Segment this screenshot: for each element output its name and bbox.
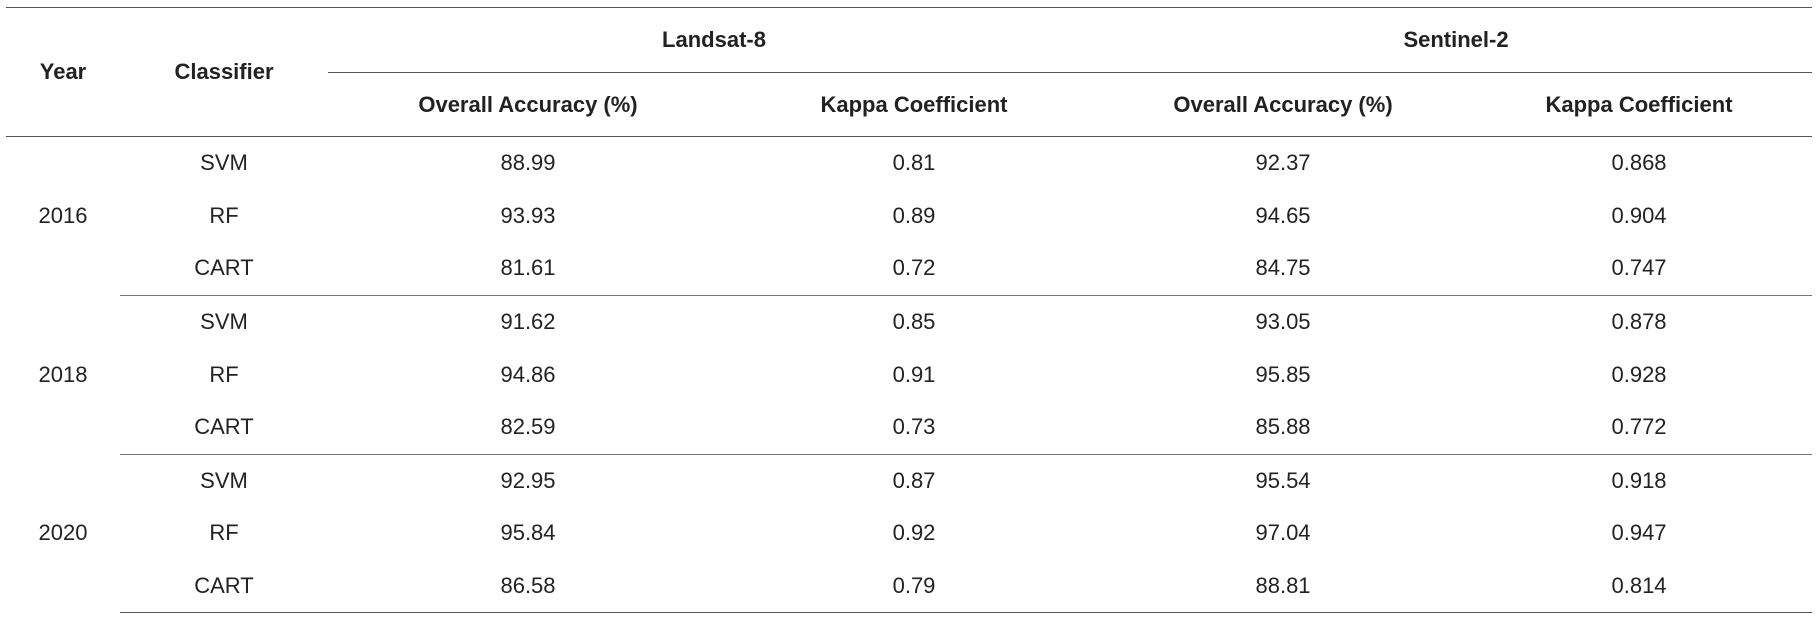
landsat-kappa-cell: 0.72 xyxy=(728,242,1101,296)
sentinel-kappa-cell: 0.928 xyxy=(1611,361,1667,387)
landsat-kappa-cell: 0.92 xyxy=(892,520,936,546)
header-row-2: Overall Accuracy (%) Kappa Coefficient O… xyxy=(6,72,1813,137)
table-row: RF 93.93 0.89 94.65 0.904 xyxy=(6,190,1812,243)
landsat-oa-cell: 88.99 xyxy=(500,150,556,176)
header-landsat-kappa: Kappa Coefficient xyxy=(728,72,1101,137)
header-sentinel-overall-accuracy: Overall Accuracy (%) xyxy=(1100,72,1467,137)
landsat-oa-cell: 94.86 xyxy=(500,361,556,387)
sentinel-kappa-cell: 0.904 xyxy=(1611,202,1667,228)
year-cell: 2018 xyxy=(38,361,88,387)
sentinel-kappa-cell: 0.918 xyxy=(1611,467,1667,493)
classifier-cell: RF xyxy=(209,520,239,546)
classifier-cell: SVM xyxy=(200,467,248,493)
header-sentinel-kappa: Kappa Coefficient xyxy=(1466,72,1813,137)
header-landsat-overall-accuracy: Overall Accuracy (%) xyxy=(328,72,728,137)
table-row: 2016 SVM 88.99 0.81 92.37 0.868 xyxy=(6,137,1812,228)
table-row: 2018 SVM 91.62 0.85 93.05 0.878 xyxy=(6,295,1812,387)
landsat-kappa-cell: 0.79 xyxy=(728,559,1101,614)
landsat-oa-cell: 93.93 xyxy=(500,202,556,228)
classifier-cell: CART xyxy=(120,400,328,455)
classifier-cell: CART xyxy=(120,559,328,614)
year-cell: 2016 xyxy=(38,203,88,229)
header-row-1: Year Classifier Landsat-8 Sentinel-2 xyxy=(6,7,1813,137)
landsat-oa-cell: 81.61 xyxy=(328,242,728,296)
table-row: 2020 SVM 92.95 0.87 95.54 0.918 xyxy=(6,454,1812,546)
sentinel-kappa-cell: 0.747 xyxy=(1466,242,1813,296)
table-header: Year Classifier Landsat-8 Sentinel-2 Ove… xyxy=(6,7,1813,137)
sentinel-kappa-cell: 0.814 xyxy=(1466,559,1813,614)
header-sentinel-2: Sentinel-2 xyxy=(1100,7,1813,73)
landsat-kappa-cell: 0.81 xyxy=(892,150,936,176)
sentinel-kappa-cell: 0.947 xyxy=(1611,520,1667,546)
sentinel-oa-cell: 97.04 xyxy=(1255,520,1311,546)
landsat-oa-cell: 86.58 xyxy=(328,559,728,614)
sentinel-oa-cell: 92.37 xyxy=(1255,150,1311,176)
sentinel-oa-cell: 95.54 xyxy=(1255,467,1311,493)
landsat-oa-cell: 92.95 xyxy=(500,467,556,493)
sentinel-oa-cell: 84.75 xyxy=(1100,242,1467,296)
group-2016: 2016 SVM 88.99 0.81 92.37 0.868 RF 93.93… xyxy=(6,137,1813,296)
year-cell: 2020 xyxy=(38,520,88,546)
landsat-kappa-cell: 0.89 xyxy=(892,202,936,228)
table-row: RF 95.84 0.92 97.04 0.947 xyxy=(6,507,1812,560)
sentinel-kappa-cell: 0.878 xyxy=(1611,309,1667,335)
classifier-cell: RF xyxy=(209,361,239,387)
header-landsat-8: Landsat-8 xyxy=(328,7,1101,73)
landsat-oa-cell: 95.84 xyxy=(500,520,556,546)
classifier-cell: SVM xyxy=(200,309,248,335)
landsat-oa-cell: 91.62 xyxy=(500,309,556,335)
landsat-oa-cell: 82.59 xyxy=(328,400,728,455)
header-year: Year xyxy=(6,7,120,137)
sentinel-oa-cell: 94.65 xyxy=(1255,202,1311,228)
landsat-kappa-cell: 0.87 xyxy=(892,467,936,493)
sentinel-kappa-cell: 0.772 xyxy=(1466,400,1813,455)
classifier-cell: CART xyxy=(120,242,328,296)
table-row: CART 81.61 0.72 84.75 0.747 xyxy=(6,242,1813,296)
group-2020: 2020 SVM 92.95 0.87 95.54 0.918 RF 95.84… xyxy=(6,454,1813,614)
landsat-kappa-cell: 0.73 xyxy=(728,400,1101,455)
table-row: CART 82.59 0.73 85.88 0.772 xyxy=(6,400,1813,455)
table-row: RF 94.86 0.91 95.85 0.928 xyxy=(6,348,1812,401)
classifier-cell: RF xyxy=(209,202,239,228)
sentinel-kappa-cell: 0.868 xyxy=(1611,150,1667,176)
classifier-cell: SVM xyxy=(200,150,248,176)
sentinel-oa-cell: 95.85 xyxy=(1255,361,1311,387)
sentinel-oa-cell: 93.05 xyxy=(1255,309,1311,335)
accuracy-table: Year Classifier Landsat-8 Sentinel-2 Ove… xyxy=(6,7,1813,614)
header-classifier: Classifier xyxy=(120,7,328,137)
landsat-kappa-cell: 0.91 xyxy=(892,361,936,387)
group-2018: 2018 SVM 91.62 0.85 93.05 0.878 RF 94.86… xyxy=(6,295,1813,455)
sentinel-oa-cell: 88.81 xyxy=(1100,559,1467,614)
table-row: CART 86.58 0.79 88.81 0.814 xyxy=(6,559,1813,614)
landsat-kappa-cell: 0.85 xyxy=(892,309,936,335)
sentinel-oa-cell: 85.88 xyxy=(1100,400,1467,455)
